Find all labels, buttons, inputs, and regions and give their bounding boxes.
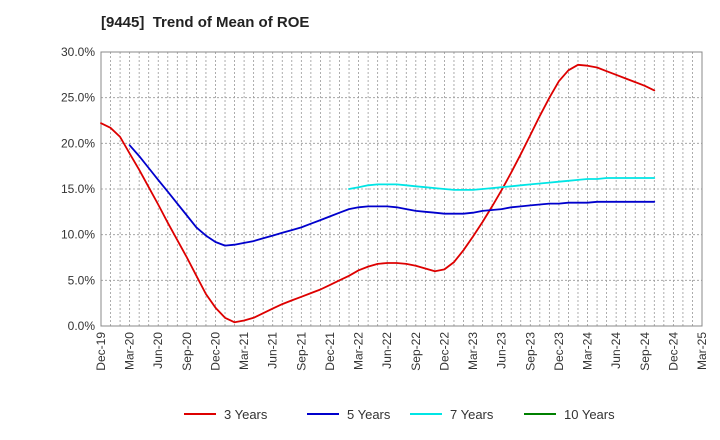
x-tick-label: Mar-24 (581, 332, 595, 370)
x-tick-label: Dec-24 (666, 332, 680, 371)
y-tick-label: 25.0% (61, 91, 95, 105)
y-tick-label: 20.0% (61, 136, 95, 150)
x-tick-label: Jun-23 (495, 332, 509, 369)
x-tick-label: Sep-22 (409, 332, 423, 371)
x-tick-label: Sep-23 (523, 332, 537, 371)
x-tick-label: Mar-20 (123, 332, 137, 370)
x-tick-label: Mar-21 (237, 332, 251, 370)
x-tick-label: Dec-20 (208, 332, 222, 371)
x-tick-label: Sep-20 (180, 332, 194, 371)
x-tick-label: Mar-23 (466, 332, 480, 370)
x-tick-label: Jun-20 (151, 332, 165, 369)
y-axis: 0.0% 5.0% 10.0% 15.0% 20.0% 25.0% 30.0% (61, 45, 95, 333)
series-lines (100, 63, 656, 324)
series-line-3-years (100, 63, 656, 324)
series-line-5-years (128, 144, 656, 247)
legend-label: 5 Years (347, 407, 391, 422)
x-tick-label: Jun-22 (380, 332, 394, 369)
chart-title: [9445] Trend of Mean of ROE (101, 14, 310, 31)
y-tick-label: 0.0% (68, 319, 96, 333)
x-tick-label: Jun-24 (609, 332, 623, 369)
legend-label: 10 Years (564, 407, 615, 422)
y-tick-label: 10.0% (61, 228, 95, 242)
y-tick-label: 15.0% (61, 182, 95, 196)
x-tick-label: Mar-22 (352, 332, 366, 370)
x-tick-label: Mar-25 (695, 332, 709, 370)
x-tick-label: Dec-21 (323, 332, 337, 371)
series-line-7-years (348, 177, 656, 191)
y-tick-label: 30.0% (61, 45, 95, 59)
x-tick-label: Sep-21 (294, 332, 308, 371)
x-tick-label: Jun-21 (266, 332, 280, 369)
x-tick-label: Dec-22 (437, 332, 451, 371)
x-tick-label: Dec-19 (94, 332, 108, 371)
grid (100, 51, 703, 327)
legend-label: 3 Years (224, 407, 268, 422)
plot-area-border (100, 51, 703, 327)
legend: 3 Years 5 Years 7 Years 10 Years (184, 407, 615, 422)
y-tick-label: 5.0% (68, 273, 96, 287)
x-axis: Dec-19 Mar-20 Jun-20 Sep-20 Dec-20 Mar-21 Jun-… (94, 332, 709, 371)
legend-label: 7 Years (450, 407, 494, 422)
x-tick-label: Sep-24 (638, 332, 652, 371)
x-tick-label: Dec-23 (552, 332, 566, 371)
